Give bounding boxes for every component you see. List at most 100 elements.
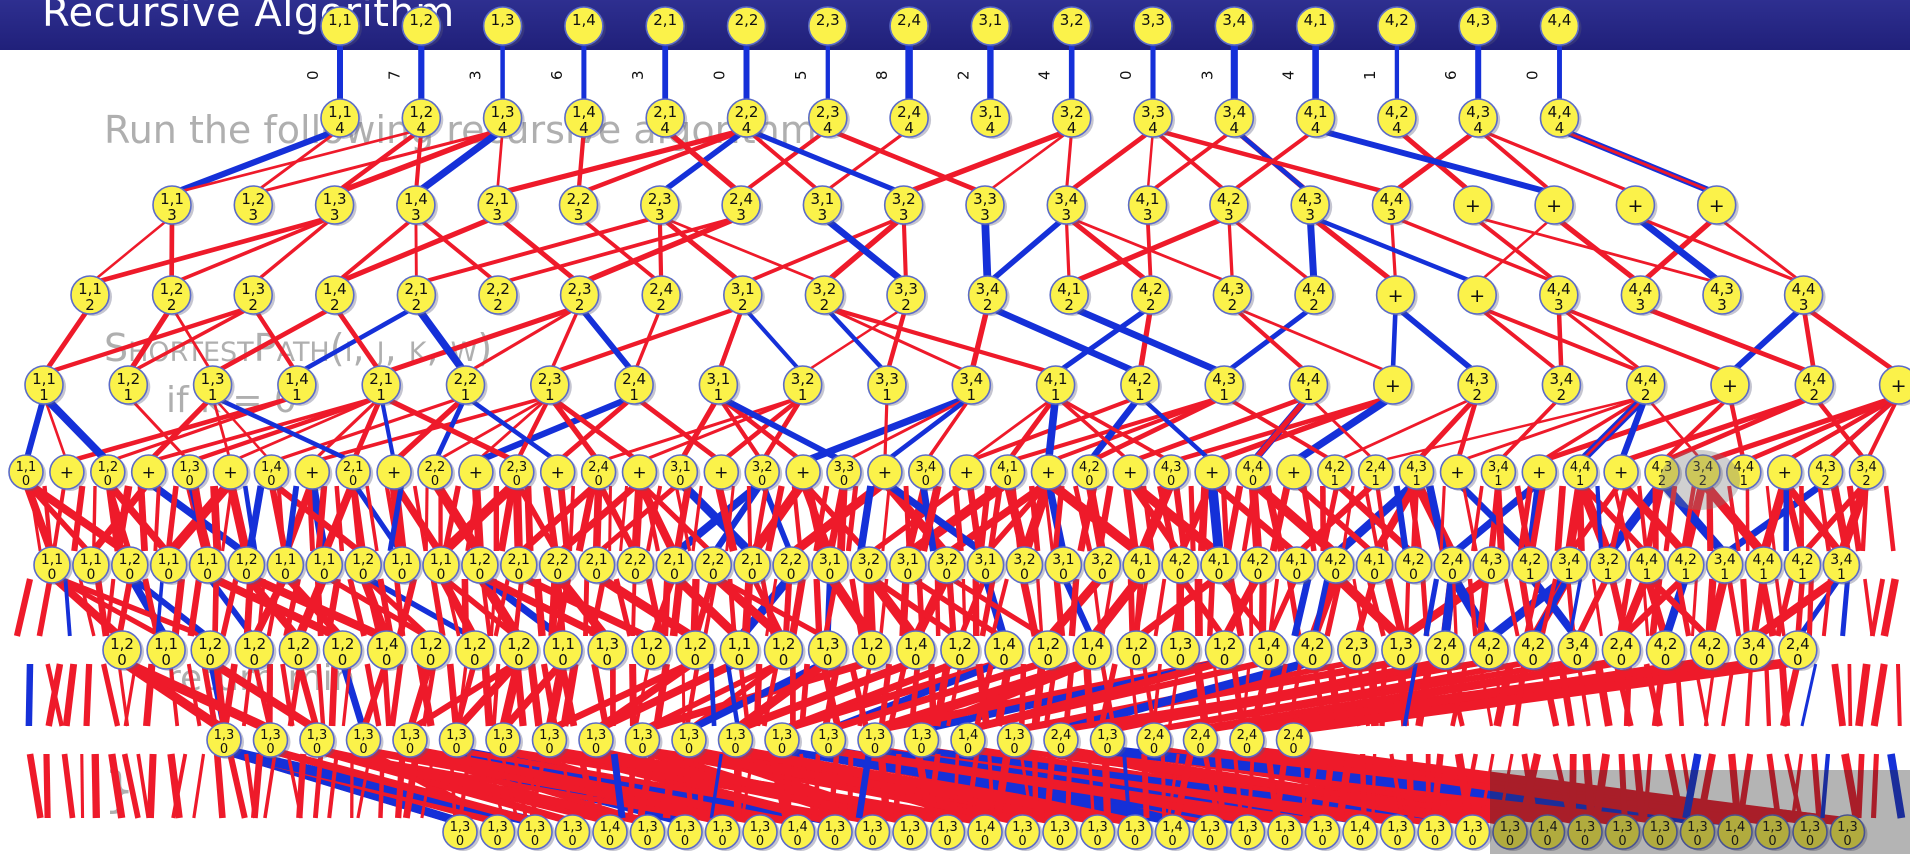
tree-edge — [1357, 663, 1371, 727]
tree-edge — [489, 578, 497, 637]
tree-edge — [1157, 485, 1177, 552]
node-plus-label: + — [1627, 195, 1643, 217]
tree-edge — [631, 578, 637, 637]
tree-node: 4,2 — [1377, 6, 1419, 47]
tree-edge — [1052, 303, 1154, 377]
tree-edge — [1065, 303, 1228, 377]
tree-edge — [125, 303, 175, 377]
tree-edge — [1863, 578, 1875, 637]
tree-edge — [1727, 394, 1747, 465]
tree-edge — [657, 213, 746, 287]
tree-edge — [1032, 753, 1039, 819]
node-circle — [726, 98, 767, 138]
node-level-label: 3 — [980, 206, 990, 224]
node-pair-label: 2,2 — [454, 370, 478, 388]
tree-edge — [1780, 478, 1846, 558]
node-circle — [152, 185, 192, 225]
node-plus-label: + — [1469, 285, 1485, 307]
tree-edge — [1333, 394, 1479, 464]
tree-edge — [226, 477, 251, 559]
tree-edge — [1528, 485, 1546, 552]
tree-edge — [914, 753, 934, 819]
node-pair-label: 3,3 — [875, 370, 899, 388]
tree-edge — [653, 663, 670, 727]
tree-node: + — [49, 454, 87, 491]
node-level-label: 4 — [1067, 119, 1077, 137]
tree-node: 3,42 — [967, 275, 1010, 316]
tree-edge — [740, 214, 906, 286]
tree-edge — [583, 578, 590, 637]
node-circle — [477, 185, 518, 225]
tree-edge — [577, 753, 598, 819]
node-circle — [883, 185, 924, 225]
tree-edge — [527, 663, 543, 727]
edge-weight-labels: 0 7 3 6 3 0 5 8 2 4 0 3 4 1 6 0 — [304, 70, 1542, 80]
tree-node: 3,33 — [965, 185, 1007, 226]
tree-edge — [413, 214, 500, 286]
tree-edge — [378, 393, 520, 465]
tree-edge — [1552, 753, 1573, 819]
node-pair-label: 2,4 — [897, 103, 921, 121]
node-pair-label: 4,4 — [1547, 280, 1571, 298]
tree-node: 3,22 — [804, 275, 847, 316]
tree-edge — [500, 753, 519, 819]
tree-edge — [206, 657, 322, 734]
tree-node: 2,41 — [614, 365, 657, 406]
tree-edge — [1406, 753, 1415, 819]
node-circle — [130, 454, 167, 490]
tree-edge — [379, 394, 397, 464]
node-pair-label: 1,2 — [409, 11, 433, 29]
node-pair-label: 4,3 — [1220, 280, 1244, 298]
tree-edge — [405, 745, 803, 827]
tree-edge — [356, 753, 372, 819]
tree-edge — [1250, 663, 1273, 727]
tree-edge — [296, 753, 307, 819]
tree-edge — [1727, 485, 1741, 552]
tree-edge — [394, 753, 406, 819]
tree-edge — [1503, 578, 1520, 637]
tree-edge — [170, 304, 215, 376]
edge-weight-label: 0 — [1117, 70, 1135, 80]
tree-edge — [903, 485, 912, 552]
node-level-label: 3 — [1143, 206, 1153, 224]
tree-edge — [1152, 663, 1162, 727]
tree-edge — [1791, 753, 1804, 819]
tree-node: 3,3 — [1133, 6, 1175, 47]
tree-edge — [657, 214, 664, 286]
tree-edge — [1697, 753, 1716, 819]
node-pair-label: 2,4 — [588, 460, 609, 475]
tree-edge — [332, 303, 384, 377]
tree-edge — [791, 485, 803, 552]
tree-edge — [25, 663, 34, 727]
tree-edge — [1476, 127, 1557, 196]
tree-edge — [1404, 578, 1411, 637]
tree-edge — [1167, 753, 1180, 819]
tree-edge — [1375, 485, 1389, 552]
node-level-label: 2 — [738, 296, 748, 314]
tree-edge — [1869, 578, 1886, 637]
tree-edge — [1366, 578, 1386, 637]
tree-edge — [1393, 485, 1409, 552]
tree-node: + — [212, 454, 251, 491]
tree-edge — [45, 663, 64, 727]
tree-edge — [1737, 753, 1754, 819]
tree-edge — [108, 753, 126, 819]
tree-edge — [211, 395, 273, 464]
tree-edge — [926, 753, 941, 819]
node-pair-label: 3,1 — [978, 11, 1002, 29]
tree-node: 4,43 — [1783, 275, 1826, 316]
tree-edge — [1467, 578, 1478, 637]
tree-edge — [637, 394, 805, 464]
node-circle — [70, 275, 110, 315]
tree-node: 2,14 — [645, 98, 688, 139]
node-level-label: 0 — [840, 474, 848, 489]
node-pair-label: 3,2 — [812, 280, 836, 298]
tree-edge — [627, 753, 636, 819]
node-circle — [1457, 275, 1497, 315]
node-circle — [212, 454, 249, 490]
node-pair-label: 1,4 — [323, 280, 347, 298]
tree-edge — [1880, 578, 1899, 637]
tree-node: 1,44 — [564, 98, 606, 139]
tree-edge — [491, 663, 501, 727]
node-level-label: 4 — [1392, 119, 1402, 137]
